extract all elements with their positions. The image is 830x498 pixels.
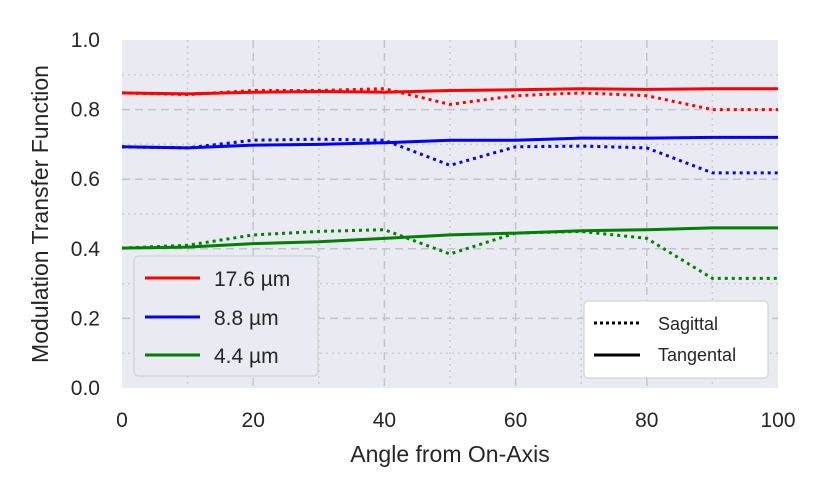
y-axis-label: Modulation Transfer Function <box>27 65 53 363</box>
y-tick-label: 0.6 <box>71 168 100 191</box>
legend-label-tangental: Tangental <box>658 345 736 365</box>
x-tick-label: 0 <box>116 409 128 432</box>
y-tick-label: 0.8 <box>71 99 100 122</box>
legend-label-sagittal: Sagittal <box>658 314 718 334</box>
series-line-tangental-0 <box>121 87 778 96</box>
series-line-tangental-2 <box>121 135 778 150</box>
y-tick-labels: 0.0 0.2 0.4 0.6 0.8 1.0 <box>71 29 101 400</box>
x-tick-label: 80 <box>635 409 658 432</box>
legend-label-8-8: 8.8 µm <box>214 307 279 330</box>
y-tick-label: 0.2 <box>71 307 100 330</box>
series-line-tangental-4 <box>121 226 778 250</box>
legend-style: Sagittal Tangental <box>583 300 769 379</box>
y-tick-label: 0.4 <box>71 238 101 261</box>
legend-wavelength: 17.6 µm 8.8 µm 4.4 µm <box>133 255 319 377</box>
series-lines <box>121 87 778 280</box>
x-axis-label: Angle from On-Axis <box>350 441 549 467</box>
y-tick-label: 0.0 <box>71 377 100 400</box>
legend-label-17-6: 17.6 µm <box>214 268 290 291</box>
legend-wavelength-box <box>133 255 319 377</box>
legend-style-box <box>583 300 769 379</box>
x-tick-label: 20 <box>242 409 265 432</box>
x-tick-label: 40 <box>373 409 396 432</box>
series-line-sagittal-3 <box>121 137 778 175</box>
y-tick-label: 1.0 <box>71 29 100 52</box>
x-tick-label: 100 <box>760 409 795 432</box>
x-tick-label: 60 <box>504 409 527 432</box>
x-tick-labels: 0 20 40 60 80 100 <box>116 409 795 432</box>
legend-label-4-4: 4.4 µm <box>214 345 279 368</box>
series-line-sagittal-1 <box>121 87 778 112</box>
